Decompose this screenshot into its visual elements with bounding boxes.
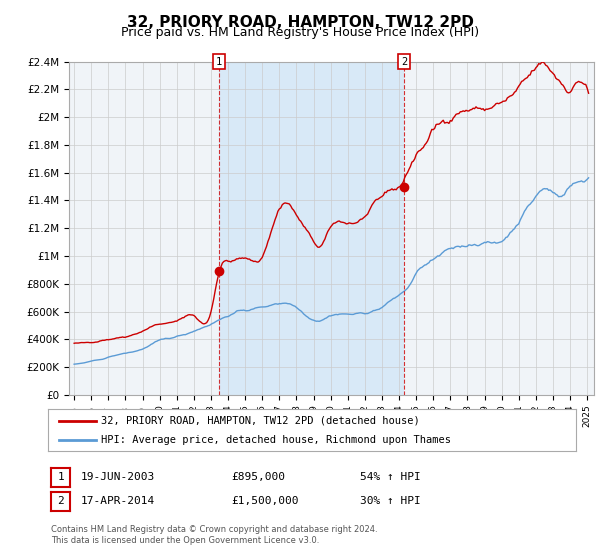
Text: 2: 2	[57, 496, 64, 506]
Text: Price paid vs. HM Land Registry's House Price Index (HPI): Price paid vs. HM Land Registry's House …	[121, 26, 479, 39]
Text: 1: 1	[216, 57, 222, 67]
Text: Contains HM Land Registry data © Crown copyright and database right 2024.
This d: Contains HM Land Registry data © Crown c…	[51, 525, 377, 545]
Text: 30% ↑ HPI: 30% ↑ HPI	[360, 496, 421, 506]
Text: £1,500,000: £1,500,000	[231, 496, 299, 506]
Text: HPI: Average price, detached house, Richmond upon Thames: HPI: Average price, detached house, Rich…	[101, 435, 451, 445]
Text: 19-JUN-2003: 19-JUN-2003	[81, 472, 155, 482]
Bar	[219, 62, 404, 395]
Text: 54% ↑ HPI: 54% ↑ HPI	[360, 472, 421, 482]
Text: 32, PRIORY ROAD, HAMPTON, TW12 2PD: 32, PRIORY ROAD, HAMPTON, TW12 2PD	[127, 15, 473, 30]
Text: 2: 2	[401, 57, 407, 67]
Text: 17-APR-2014: 17-APR-2014	[81, 496, 155, 506]
Text: 1: 1	[57, 472, 64, 482]
Text: £895,000: £895,000	[231, 472, 285, 482]
Text: 32, PRIORY ROAD, HAMPTON, TW12 2PD (detached house): 32, PRIORY ROAD, HAMPTON, TW12 2PD (deta…	[101, 416, 419, 426]
